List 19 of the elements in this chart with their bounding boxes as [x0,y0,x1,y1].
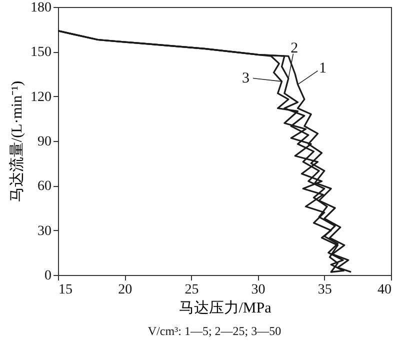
y-tick-label: 150 [30,45,52,60]
x-tick-label: 35 [318,282,332,298]
series-label: 3 [242,70,250,86]
y-tick-label: 90 [38,134,52,150]
x-tick-label: 25 [184,282,199,298]
y-tick-label: 180 [30,0,52,16]
y-tick-label: 0 [44,268,52,284]
text: V/cm³: 1—5; 2—25; 3—50 [148,324,282,338]
x-tick-label: 20 [118,282,132,298]
legend-label: 1 [319,60,327,76]
y-tick-label: 60 [38,179,52,194]
series-label: 2 [290,40,298,56]
x-tick-label: 15 [58,282,72,298]
y-tick-label: 30 [38,224,52,239]
y-tick-label: 120 [30,90,52,105]
x-tick-label: 40 [378,282,392,298]
x-tick-label: 30 [251,282,266,298]
y-axis-title: 马达流量/(L·min⁻¹) [8,80,26,202]
x-axis-title: 马达压力/MPa [178,300,272,316]
